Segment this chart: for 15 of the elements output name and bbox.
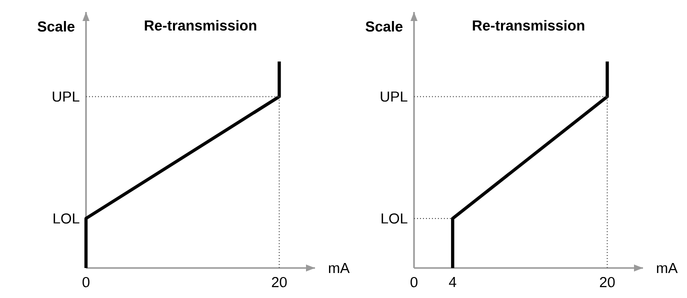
x-tick-label: 4 xyxy=(448,277,456,287)
x-tick-label: 20 xyxy=(272,277,287,288)
x-tick-label: 0 xyxy=(410,277,418,288)
x-tick-label: 20 xyxy=(600,277,615,288)
text: LOL xyxy=(54,213,80,224)
ref-line-label: UPL xyxy=(52,92,80,102)
x-tick-label: 0 xyxy=(82,277,90,288)
y-axis-title: Scale xyxy=(38,21,74,32)
y-axis-title: Scale xyxy=(366,21,402,32)
chart-title: Re-transmission xyxy=(144,20,256,31)
x-axis-title: mA xyxy=(328,263,350,273)
x-axis-title: mA xyxy=(656,263,678,273)
ref-line-label: LOL xyxy=(382,213,408,224)
ref-line-label: UPL xyxy=(380,92,408,102)
chart-title: Re-transmission xyxy=(472,20,584,31)
